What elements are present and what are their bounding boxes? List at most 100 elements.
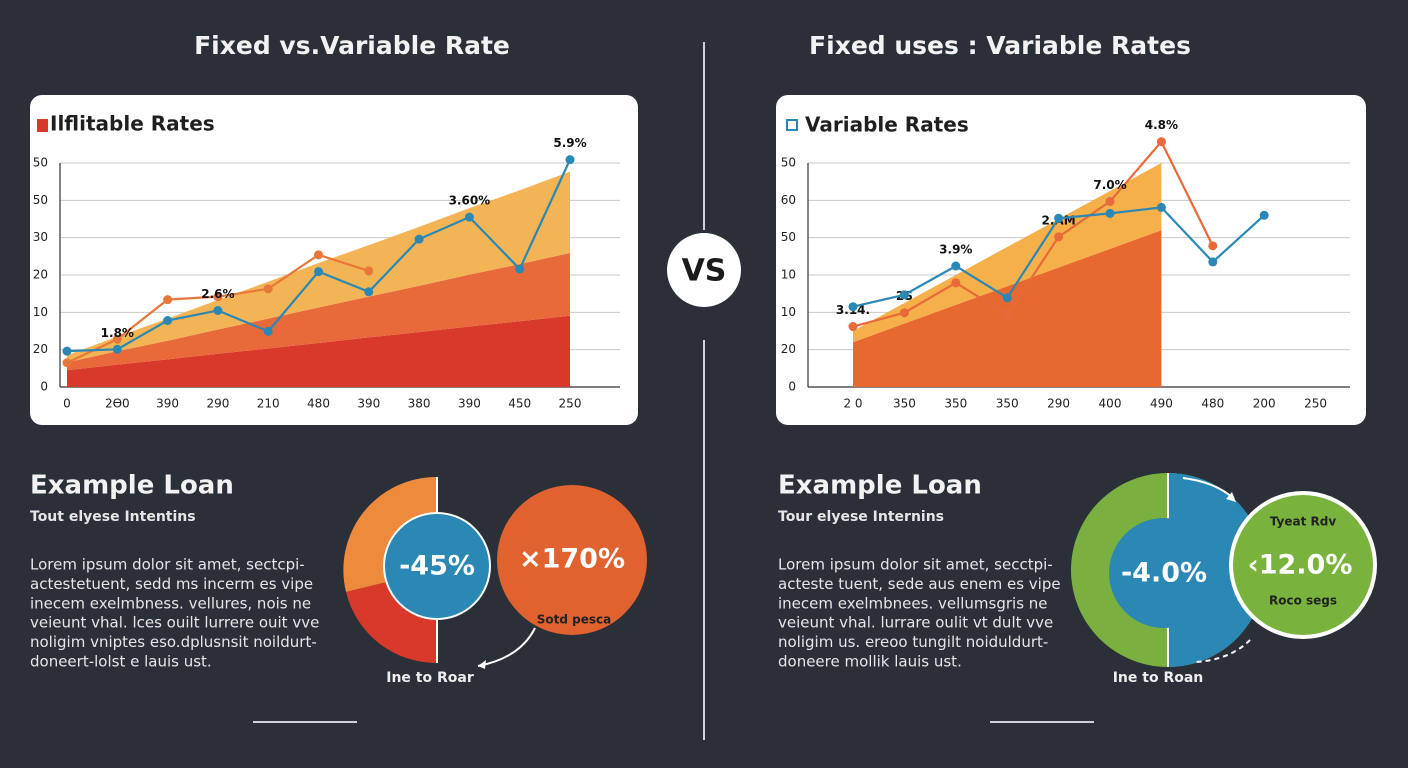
arrow	[477, 627, 536, 667]
point	[1156, 202, 1166, 212]
loan-note: Sotd pesca	[537, 613, 611, 627]
loan-subheading: Tout elyese Intentins	[30, 509, 196, 525]
vs-badge	[667, 233, 741, 307]
point	[112, 334, 122, 344]
loan-heading: Example Loan	[30, 471, 234, 501]
point	[565, 155, 575, 165]
loan-body: Lorem ipsum dolor sit amet, secctpi-acte…	[778, 556, 1061, 671]
point	[364, 287, 374, 297]
x-tick-label: 0	[63, 397, 71, 411]
badge	[1233, 495, 1373, 635]
point	[1002, 310, 1012, 320]
point	[62, 358, 72, 368]
body-line: veieunt vhal. lces ouilt lurrere ouit vv…	[30, 614, 319, 632]
point	[848, 302, 858, 312]
x-tick-label: 450	[508, 397, 531, 411]
x-tick-label: 210	[257, 397, 280, 411]
x-tick-label: 200	[1253, 397, 1276, 411]
point	[464, 212, 474, 222]
point	[414, 234, 424, 244]
loan-primary: -4.0%	[1121, 558, 1207, 589]
section-title: Fixed uses : Variable Rates	[809, 31, 1191, 60]
loan-caption: Ine to Roar	[386, 670, 474, 686]
point	[263, 326, 273, 336]
y-tick-label: 50	[781, 156, 796, 170]
point	[364, 266, 374, 276]
loan-secondary: ×170%	[519, 544, 625, 575]
y-tick-label: 10	[33, 305, 48, 319]
loan-secondary: ‹12.0%	[1248, 550, 1353, 581]
arrow	[1194, 639, 1251, 663]
arrow-head	[1226, 492, 1236, 502]
value-label: 3.60%	[449, 194, 491, 208]
title-marker	[786, 119, 798, 131]
point	[899, 308, 909, 318]
x-tick-label: 350	[893, 397, 916, 411]
point	[1054, 213, 1064, 223]
point	[1208, 257, 1218, 267]
x-tick-label: 350	[944, 397, 967, 411]
x-tick-label: 390	[156, 397, 179, 411]
section-title: Fixed vs.Variable Rate	[194, 31, 510, 60]
x-tick-label: 250	[1304, 397, 1327, 411]
area	[853, 230, 1162, 387]
body-line: inecem exelmbness. vellures, nois ne	[30, 594, 311, 612]
y-tick-label: 10	[781, 305, 796, 319]
y-tick-label: 10	[781, 268, 796, 282]
y-tick-label: 20	[33, 268, 48, 282]
point	[951, 261, 961, 271]
body-line: doneert-lolst e lauis ust.	[30, 653, 212, 671]
body-line: doneere mollik lauis ust.	[778, 653, 962, 671]
y-tick-label: 50	[33, 193, 48, 207]
point	[1156, 137, 1166, 147]
x-tick-label: 380	[408, 397, 431, 411]
body-line: Lorem ipsum dolor sit amet, sectcpi-	[30, 556, 305, 574]
line	[852, 139, 1214, 328]
body-line: noligim vniptes eso.dplusnsit noildurt-	[30, 633, 317, 651]
point	[848, 322, 858, 332]
x-tick-label: 2Ɵ0	[105, 397, 130, 411]
point	[314, 250, 323, 260]
arrow-head	[478, 660, 486, 669]
point	[1259, 210, 1269, 220]
point	[314, 267, 323, 277]
point	[515, 264, 525, 274]
y-tick-label: 60	[781, 193, 796, 207]
point	[213, 305, 223, 315]
x-tick-label: 400	[1099, 397, 1122, 411]
x-tick-label: 480	[1201, 397, 1224, 411]
value-label: 5.9%	[553, 136, 586, 150]
loan-body: Lorem ipsum dolor sit amet, sectcpi-acte…	[30, 556, 319, 671]
value-label: 3.9%	[939, 243, 972, 257]
area	[67, 315, 570, 387]
value-label: 1.8%	[101, 326, 134, 340]
loan-primary: -45%	[399, 551, 475, 582]
body-line: Lorem ipsum dolor sit amet, secctpi-	[778, 556, 1053, 574]
y-tick-label: 30	[33, 230, 48, 244]
y-tick-label: 0	[40, 380, 48, 394]
y-tick-label: 50	[33, 156, 48, 170]
title-marker	[37, 119, 48, 132]
value-label: 7.0%	[1093, 178, 1126, 192]
x-tick-label: 390	[458, 397, 481, 411]
point	[899, 290, 909, 300]
body-line: acteste tuent, sede aus enem es vipe	[778, 575, 1061, 593]
chart-title: Ilflitable Rates	[50, 112, 215, 136]
area	[67, 252, 570, 371]
body-line: inecem exelmbnees. vellumsgris ne	[778, 594, 1048, 612]
body-line: actestetuent, sedd ms incerm es vipe	[30, 575, 313, 593]
x-tick-label: 290	[1047, 397, 1070, 411]
x-tick-label: 250	[559, 397, 582, 411]
y-tick-label: 50	[781, 230, 796, 244]
point	[213, 292, 223, 302]
point	[112, 344, 122, 354]
value-label: 2.6%	[201, 287, 234, 301]
point	[1105, 196, 1115, 206]
point	[163, 316, 173, 326]
point	[951, 278, 961, 288]
loan-note: Roco segs	[1269, 594, 1337, 608]
x-tick-label: 350	[996, 397, 1019, 411]
point	[1208, 241, 1218, 251]
point	[1105, 208, 1115, 218]
